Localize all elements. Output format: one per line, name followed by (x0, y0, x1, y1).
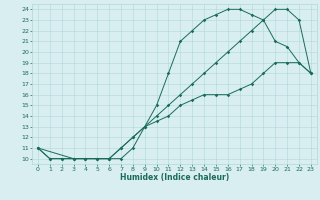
X-axis label: Humidex (Indice chaleur): Humidex (Indice chaleur) (120, 173, 229, 182)
